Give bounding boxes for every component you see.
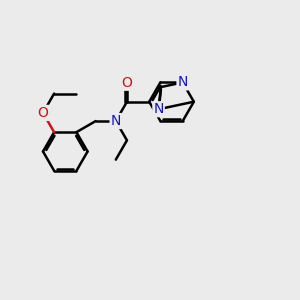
Text: O: O <box>38 106 48 120</box>
Text: N: N <box>111 114 121 128</box>
Text: N: N <box>153 102 164 116</box>
Text: N: N <box>178 75 188 89</box>
Text: O: O <box>122 76 132 90</box>
